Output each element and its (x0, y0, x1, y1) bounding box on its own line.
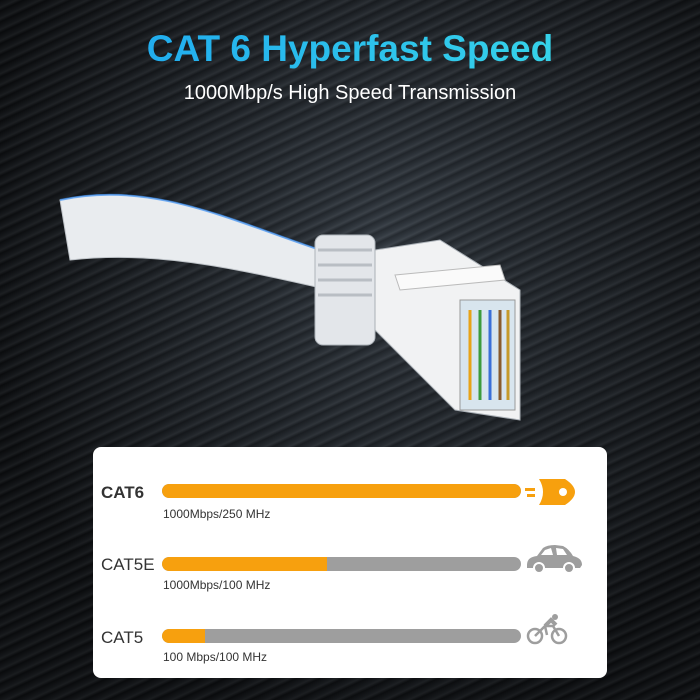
category-comparison-panel: CAT6 1000Mbps/250 MHz CAT5E 1000Mbps/100… (93, 447, 607, 678)
spec-text: 100 Mbps/100 MHz (163, 650, 268, 664)
speed-bar (162, 484, 521, 498)
speed-bar (162, 629, 521, 643)
car-icon (527, 545, 582, 574)
speed-bar-fill (162, 484, 521, 498)
speed-bar-fill (162, 629, 206, 643)
headline: CAT 6 Hyperfast Speed (0, 28, 700, 70)
bicycle-icon (526, 614, 568, 645)
rocket-icon (525, 479, 575, 505)
subheadline: 1000Mbp/s High Speed Transmission (183, 82, 517, 104)
category-label: CAT5 (101, 628, 144, 647)
category-label: CAT6 (101, 483, 145, 502)
spec-text: 1000Mbps/100 MHz (163, 578, 271, 592)
speed-bar-fill (162, 557, 328, 571)
category-label: CAT5E (101, 555, 155, 574)
ethernet-cable-image (59, 193, 521, 421)
speed-bar (162, 557, 521, 571)
spec-text: 1000Mbps/250 MHz (163, 507, 271, 521)
